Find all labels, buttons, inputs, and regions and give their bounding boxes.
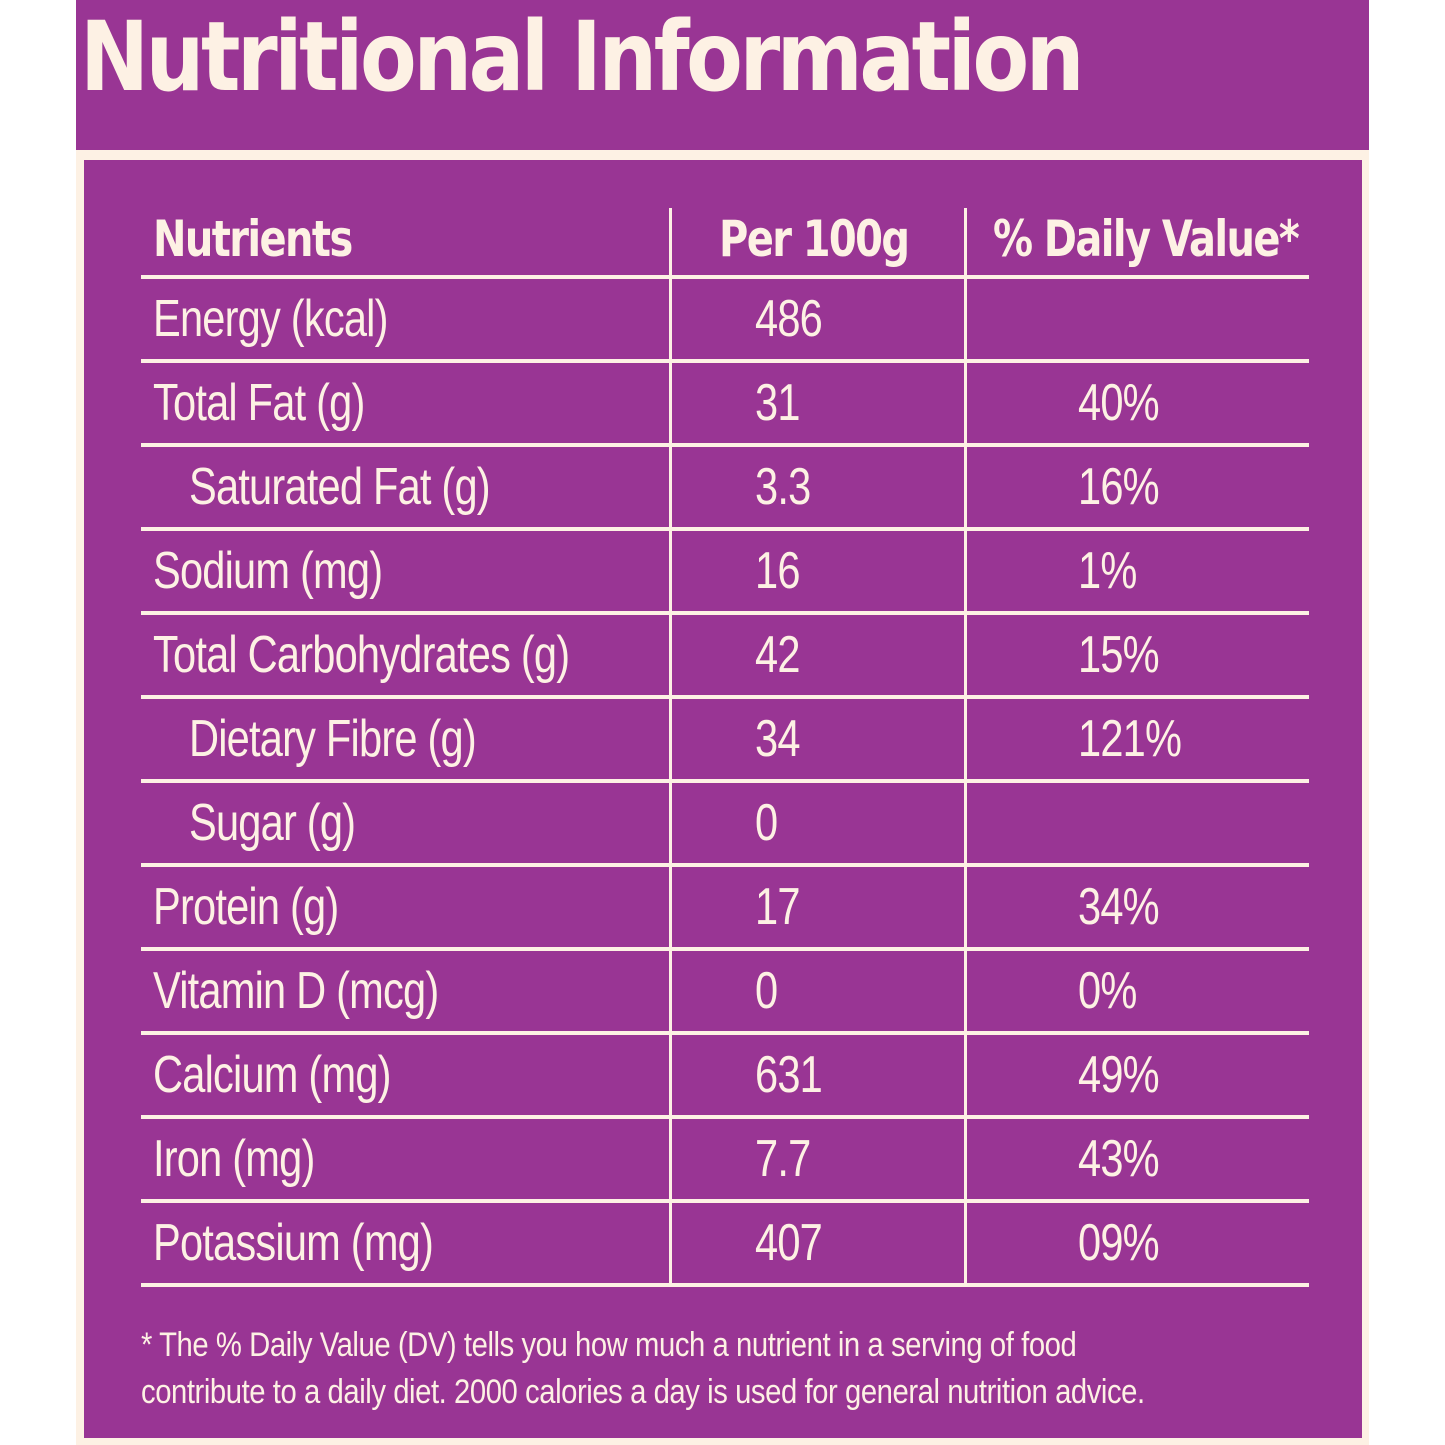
table-row: Sugar (g) 0 <box>141 783 1309 867</box>
column-divider <box>669 531 672 615</box>
column-divider <box>669 951 672 1035</box>
table-row: Iron (mg) 7.7 43% <box>141 1119 1309 1203</box>
daily-value: 40% <box>1078 374 1160 432</box>
daily-value: 15% <box>1078 626 1160 684</box>
daily-value: 34% <box>1078 878 1160 936</box>
table-row: Total Fat (g) 31 40% <box>141 363 1309 447</box>
table-row: Dietary Fibre (g) 34 121% <box>141 699 1309 783</box>
table-row: Protein (g) 17 34% <box>141 867 1309 951</box>
column-divider <box>964 363 967 447</box>
daily-value: 121% <box>1078 710 1182 768</box>
column-divider <box>669 1035 672 1119</box>
daily-value: 49% <box>1078 1046 1160 1104</box>
nutrition-table: Nutrients Per 100g % Daily Value* Energy… <box>141 202 1309 1287</box>
table-row: Total Carbohydrates (g) 42 15% <box>141 615 1309 699</box>
nutrient-name: Dietary Fibre (g) <box>189 710 477 768</box>
header-per-100g: Per 100g <box>719 209 910 268</box>
nutrient-name: Calcium (mg) <box>153 1046 392 1104</box>
nutrient-name: Saturated Fat (g) <box>189 458 491 516</box>
column-divider <box>964 615 967 699</box>
table-row: Sodium (mg) 16 1% <box>141 531 1309 615</box>
per-100g-value: 486 <box>755 290 823 348</box>
nutrient-name: Sugar (g) <box>189 794 356 852</box>
column-divider <box>669 1119 672 1203</box>
column-divider <box>669 1203 672 1287</box>
nutrient-name: Iron (mg) <box>153 1130 315 1188</box>
daily-value: 43% <box>1078 1130 1160 1188</box>
per-100g-value: 0 <box>755 962 778 1020</box>
column-divider <box>669 783 672 867</box>
header-daily-value: % Daily Value* <box>993 209 1300 268</box>
per-100g-value: 42 <box>755 626 800 684</box>
per-100g-value: 0 <box>755 794 778 852</box>
column-divider <box>669 867 672 951</box>
per-100g-value: 3.3 <box>755 458 811 516</box>
column-divider <box>964 699 967 783</box>
column-divider <box>669 279 672 363</box>
column-divider <box>964 1035 967 1119</box>
nutrient-name: Protein (g) <box>153 878 339 936</box>
table-header-row: Nutrients Per 100g % Daily Value* <box>141 202 1309 279</box>
nutrient-name: Potassium (mg) <box>153 1214 434 1272</box>
nutrition-panel: Nutrients Per 100g % Daily Value* Energy… <box>84 160 1362 1438</box>
per-100g-value: 7.7 <box>755 1130 811 1188</box>
column-divider <box>964 1119 967 1203</box>
header-nutrients: Nutrients <box>153 209 353 268</box>
column-divider <box>669 208 672 275</box>
per-100g-value: 34 <box>755 710 800 768</box>
column-divider <box>964 531 967 615</box>
daily-value: 09% <box>1078 1214 1160 1272</box>
per-100g-value: 17 <box>755 878 800 936</box>
nutrient-name: Total Carbohydrates (g) <box>153 626 570 684</box>
per-100g-value: 631 <box>755 1046 823 1104</box>
nutrient-name: Vitamin D (mcg) <box>153 962 439 1020</box>
column-divider <box>669 615 672 699</box>
column-divider <box>669 447 672 531</box>
table-row: Calcium (mg) 631 49% <box>141 1035 1309 1119</box>
page-title: Nutritional Information <box>80 1 1085 113</box>
per-100g-value: 31 <box>755 374 800 432</box>
table-row: Saturated Fat (g) 3.3 16% <box>141 447 1309 531</box>
daily-value: 16% <box>1078 458 1160 516</box>
per-100g-value: 16 <box>755 542 800 600</box>
column-divider <box>964 1203 967 1287</box>
column-divider <box>964 951 967 1035</box>
daily-value-footnote: * The % Daily Value (DV) tells you how m… <box>141 1326 1145 1411</box>
column-divider <box>964 279 967 363</box>
column-divider <box>964 447 967 531</box>
nutrient-name: Sodium (mg) <box>153 542 383 600</box>
daily-value: 0% <box>1078 962 1137 1020</box>
column-divider <box>964 867 967 951</box>
column-divider <box>964 208 967 275</box>
column-divider <box>964 783 967 867</box>
table-row: Energy (kcal) 486 <box>141 279 1309 363</box>
column-divider <box>669 363 672 447</box>
table-row: Vitamin D (mcg) 0 0% <box>141 951 1309 1035</box>
per-100g-value: 407 <box>755 1214 823 1272</box>
table-row: Potassium (mg) 407 09% <box>141 1203 1309 1287</box>
daily-value: 1% <box>1078 542 1137 600</box>
column-divider <box>669 699 672 783</box>
nutrient-name: Total Fat (g) <box>153 374 365 432</box>
nutrient-name: Energy (kcal) <box>153 290 388 348</box>
title-banner: Nutritional Information <box>76 0 1369 150</box>
